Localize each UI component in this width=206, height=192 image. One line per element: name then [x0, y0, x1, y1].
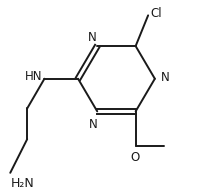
Text: O: O — [130, 151, 139, 164]
Text: N: N — [89, 118, 98, 131]
Text: N: N — [88, 31, 97, 44]
Text: Cl: Cl — [150, 7, 162, 20]
Text: N: N — [161, 71, 169, 84]
Text: HN: HN — [25, 70, 42, 83]
Text: H₂N: H₂N — [11, 177, 35, 190]
